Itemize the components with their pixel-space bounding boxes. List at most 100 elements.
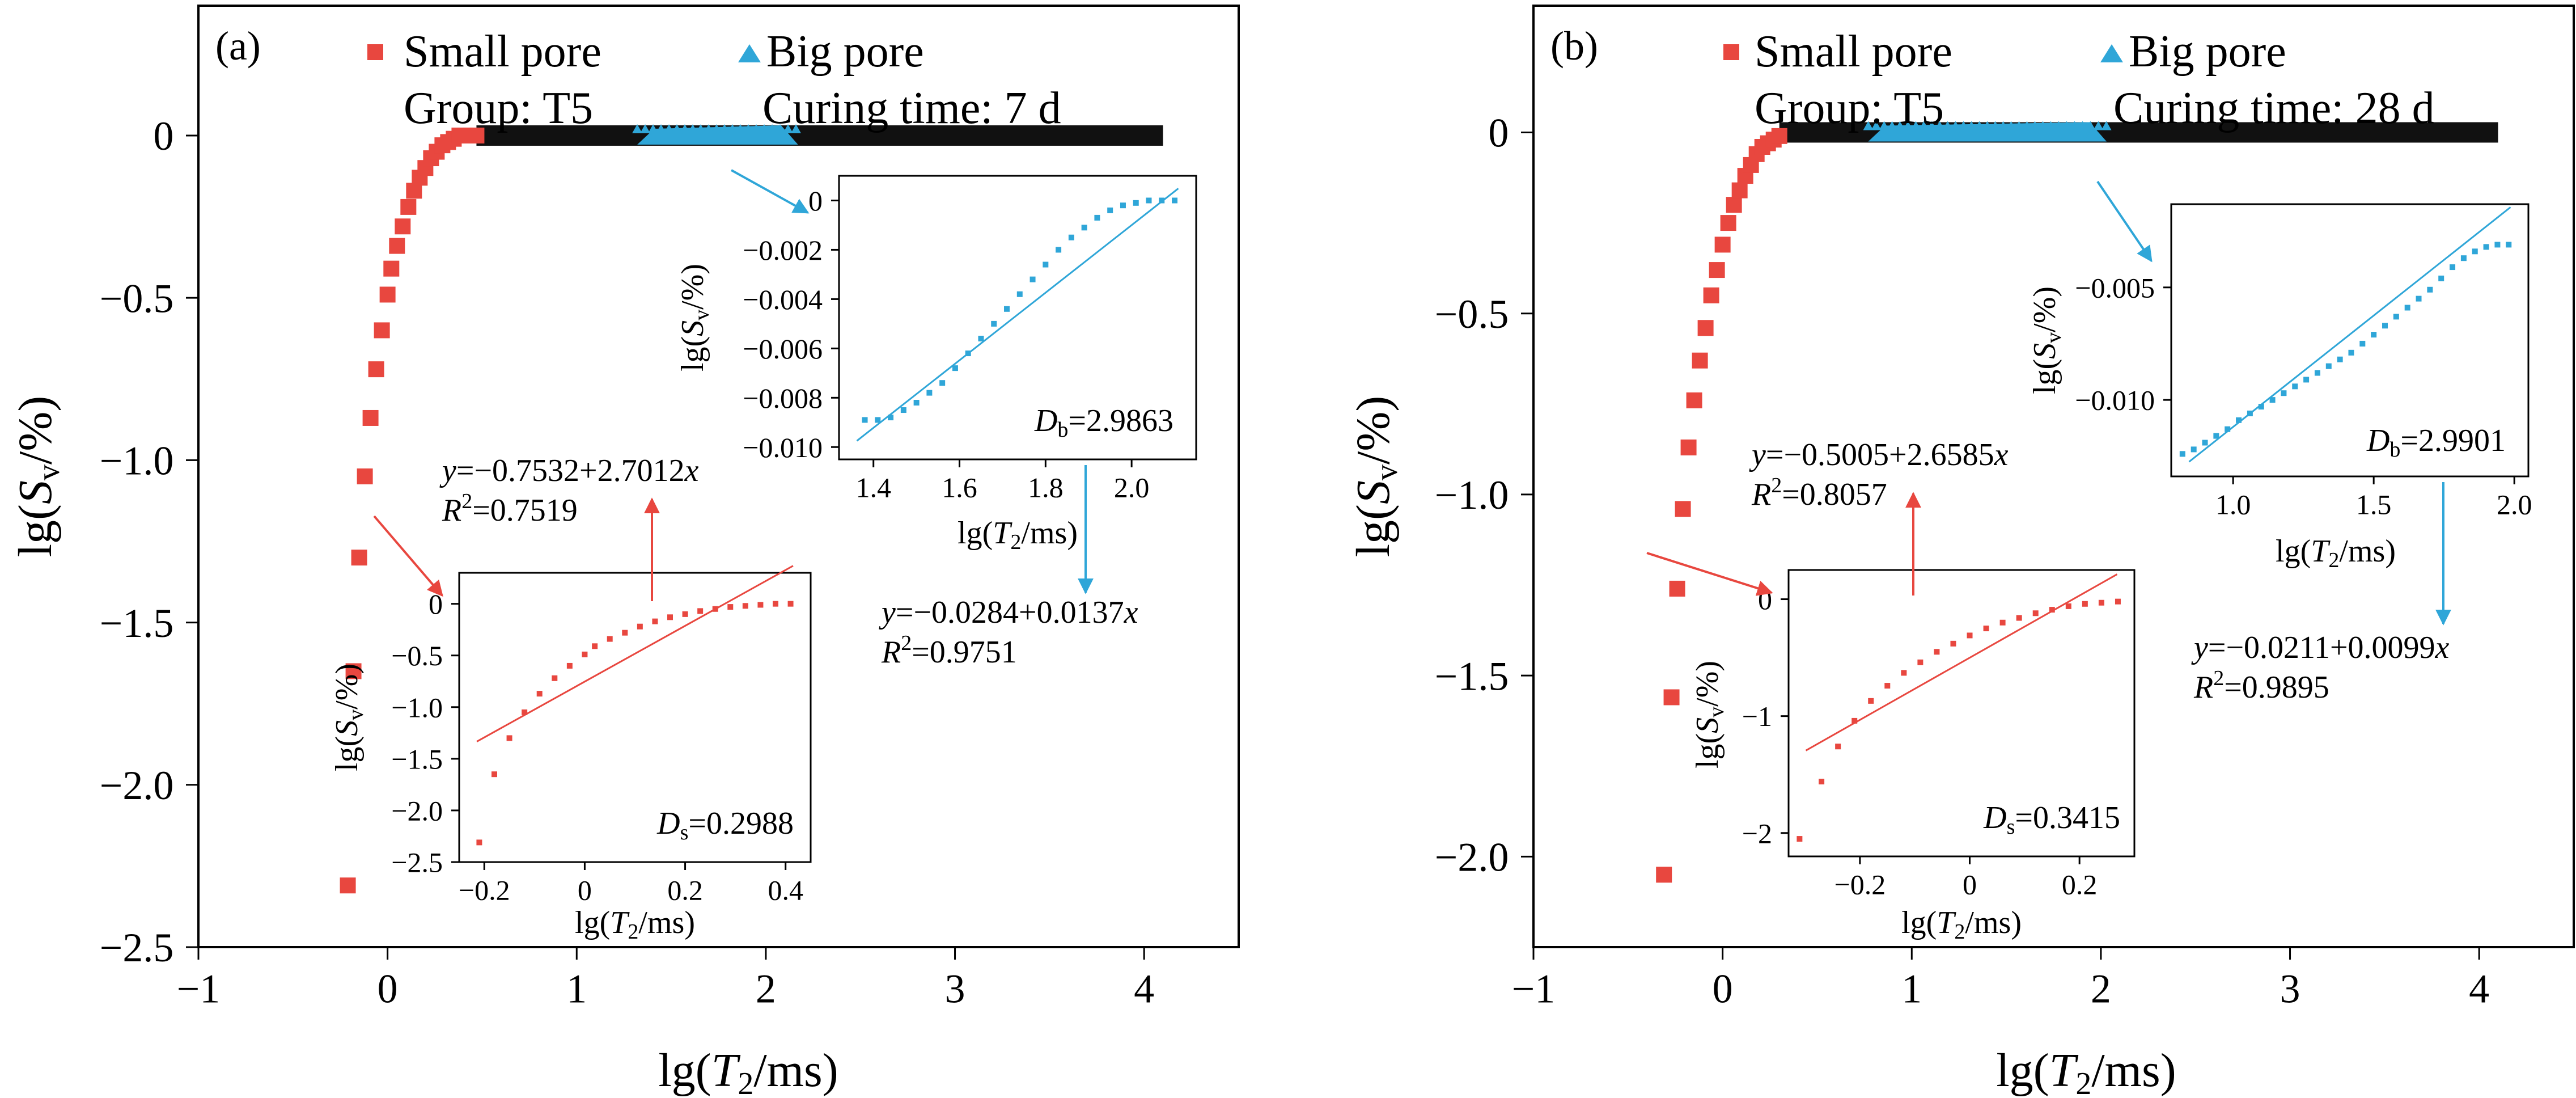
panel-b-legend-big-marker	[2100, 44, 2123, 62]
panel-a-legend-small-label: Small pore	[404, 27, 601, 77]
panel-a-inset-small-point	[682, 611, 688, 617]
panel-b-arrow-to-big-inset	[2096, 180, 2153, 263]
panel-b-inset-big-point	[2472, 248, 2478, 255]
panel-a-inset-big-y-label: lg(Sv/%)	[675, 264, 714, 371]
panel-a-inset-big-point	[1056, 247, 1062, 253]
panel-a-inset-big-fit-line	[856, 188, 1179, 442]
panel-a-big-pore-point	[711, 124, 722, 133]
panel-b-big-pore-point	[2045, 121, 2056, 130]
panel-b-x-tick-label: 0	[1713, 966, 1733, 1012]
panel-a-inset-big-x-tick-label: 1.8	[1028, 472, 1064, 504]
panel-a-inset-big-x-tick-label: 1.6	[942, 472, 977, 504]
panel-b-inset-small-point	[2032, 610, 2039, 616]
panel-a-small-pore-series	[340, 127, 485, 894]
panel-a-big-pore-point	[783, 124, 794, 133]
panel-b-big-pore-point	[1918, 121, 1929, 130]
panel-a-inset-small-fit	[476, 565, 794, 742]
panel-a-inset-big-y-tick-label: −0.006	[743, 333, 823, 365]
panel-b-inset-small-point	[1934, 649, 1940, 655]
panel-b-inset-big-point	[2325, 363, 2332, 369]
panel-b-inset-big-fit	[2188, 206, 2511, 463]
panel-b-y-tick-label: −0.5	[1435, 292, 1509, 337]
panel-b-inset-small-x-tick-label: 0.2	[2062, 869, 2098, 901]
panel-a-group-label: Group: T5	[404, 83, 593, 133]
panel-a-inset-small-point	[506, 735, 512, 741]
panel-b-inset-big-point	[2236, 417, 2242, 423]
panel-a-axes-frame	[197, 5, 1240, 948]
panel-a-big-pore-point	[727, 124, 738, 133]
panel-a-inset-small-y-tick-label: −1.5	[391, 743, 443, 775]
panel-a-inset-small-point	[697, 608, 704, 614]
panel-a-big-pore-point	[759, 124, 770, 133]
panel-b-big-pore-point	[1942, 121, 1953, 130]
panel-b-small-pore-point	[1656, 867, 1672, 883]
panel-a-inset-big-x-tick-label: 2.0	[1114, 472, 1150, 504]
panel-b-big-pore-point	[1958, 121, 1969, 130]
panel-a-arrow-to-small-inset	[373, 515, 443, 597]
panel-b-inset-big-points	[2179, 242, 2512, 457]
panel-b-inset-big-point	[2337, 356, 2343, 362]
panel-a-inset-big-fit	[856, 188, 1179, 442]
panel-b-big-pore-point	[1895, 121, 1905, 130]
panel-b-ticks: −1 0 1 2 3 4 −2.0 −1.5 −1.0 −0.5 0	[1435, 111, 2489, 1012]
panel-a-inset-small-point	[476, 839, 482, 846]
panel-b-big-pore-point	[2022, 121, 2032, 130]
panel-a-inset-big-y-tick-label: −0.002	[743, 234, 823, 266]
panel-a-inset-small-point	[566, 662, 573, 669]
panel-a-small-pore-point	[379, 286, 396, 303]
panel-a-small-pore-point	[374, 322, 390, 339]
panel-a-inset-big-x-tick-label: 1.4	[855, 472, 891, 504]
panel-a-inset-big-point	[900, 407, 906, 413]
panel-a-inset-small-ticks: −0.2 0 0.2 0.4−2.5−2.0−1.5−1.0−0.50	[391, 588, 803, 906]
panel-b-inset-big-y-tick-label: −0.005	[2075, 272, 2155, 303]
panel-a-y-axis-label: lg(Sv/%)	[9, 396, 66, 558]
panel-a-inset-small-point	[592, 643, 598, 649]
panel-b-small-pore-point	[1692, 352, 1708, 369]
panel-b-y-tick-label: −1.0	[1435, 472, 1509, 518]
panel-a-small-r2: R2=0.7519	[442, 489, 578, 528]
panel-a-curing-label: Curing time: 7 d	[762, 83, 1061, 133]
panel-b-big-pore-point	[2053, 121, 2064, 130]
panel-b-inset-small-point	[1917, 659, 1923, 665]
panel-a-big-pore-point	[648, 124, 659, 133]
panel-a-x-axis-label: lg(T2/ms)	[658, 1044, 838, 1098]
panel-b-inset-small-x-tick-label: 0	[1963, 869, 1977, 901]
panel-b-big-pore-point	[1998, 121, 2009, 130]
panel-b-inset-big-dim: Db=2.9901	[2366, 423, 2506, 462]
panel-a-legend-small-marker	[367, 44, 383, 60]
panel-a-inset-small-point	[757, 602, 764, 608]
panel-b-inset-small-point	[1950, 640, 1956, 647]
panel-a-plateau	[476, 125, 1163, 146]
panel-a-inset-small-x-tick-label: 0	[578, 875, 592, 906]
panel-b-inset-small-x-label: lg(T2/ms)	[1901, 905, 2022, 944]
panel-b-big-r2: R2=0.9895	[2193, 666, 2329, 705]
panel-a-inset-big-y-tick-label: −0.004	[743, 284, 823, 315]
panel-b-inset-big-point	[2303, 377, 2310, 383]
panel-a-big-pore-point	[672, 124, 683, 133]
panel-b-inset-big-point	[2450, 264, 2456, 271]
panel-b-inset-big-x-tick-label: 1.5	[2356, 489, 2392, 521]
panel-a-inset-small-point	[552, 675, 558, 681]
panel-a-legend-big-label: Big pore	[766, 27, 924, 77]
panel-a-inset-small-point	[622, 630, 628, 636]
panel-b-big-pore-point	[1887, 121, 1897, 130]
panel-a-inset-big-y-tick-label: 0	[808, 185, 823, 217]
panel-a-inset-small-frame	[458, 572, 812, 863]
panel-b-x-tick-label: 3	[2280, 966, 2300, 1012]
panel-b-inset-big-point	[2427, 286, 2433, 293]
panel-a-big-pore-point	[696, 124, 706, 133]
panel-a-big-pore-point	[743, 124, 754, 133]
panel-b-axes-frame	[1532, 5, 2575, 948]
panel-b-inset-small-point	[2065, 603, 2071, 609]
panel-b-small-pore-point	[1663, 689, 1680, 706]
panel-a-x-tick-label: 0	[378, 966, 398, 1012]
panel-a: −1 0 1 2 3 4 −2.5 −2.0 −1.5 −1.0 −0.5 0 (a) Small p…	[9, 5, 1240, 1098]
panel-b-inset-big-point	[2382, 323, 2388, 329]
panel-b-big-pore-point	[2093, 121, 2104, 130]
panel-a-inset-small: −0.2 0 0.2 0.4−2.5−2.0−1.5−1.0−0.50 Ds=0.29…	[329, 565, 812, 944]
panel-b-inset-big-x-tick-label: 2.0	[2497, 489, 2532, 521]
panel-a-small-pore-point	[400, 199, 417, 215]
panel-b-inset-small-y-label: lg(Sv/%)	[1690, 661, 1728, 768]
panel-a-big-pore-point	[751, 124, 762, 133]
panel-b-big-pore-point	[2014, 121, 2024, 130]
